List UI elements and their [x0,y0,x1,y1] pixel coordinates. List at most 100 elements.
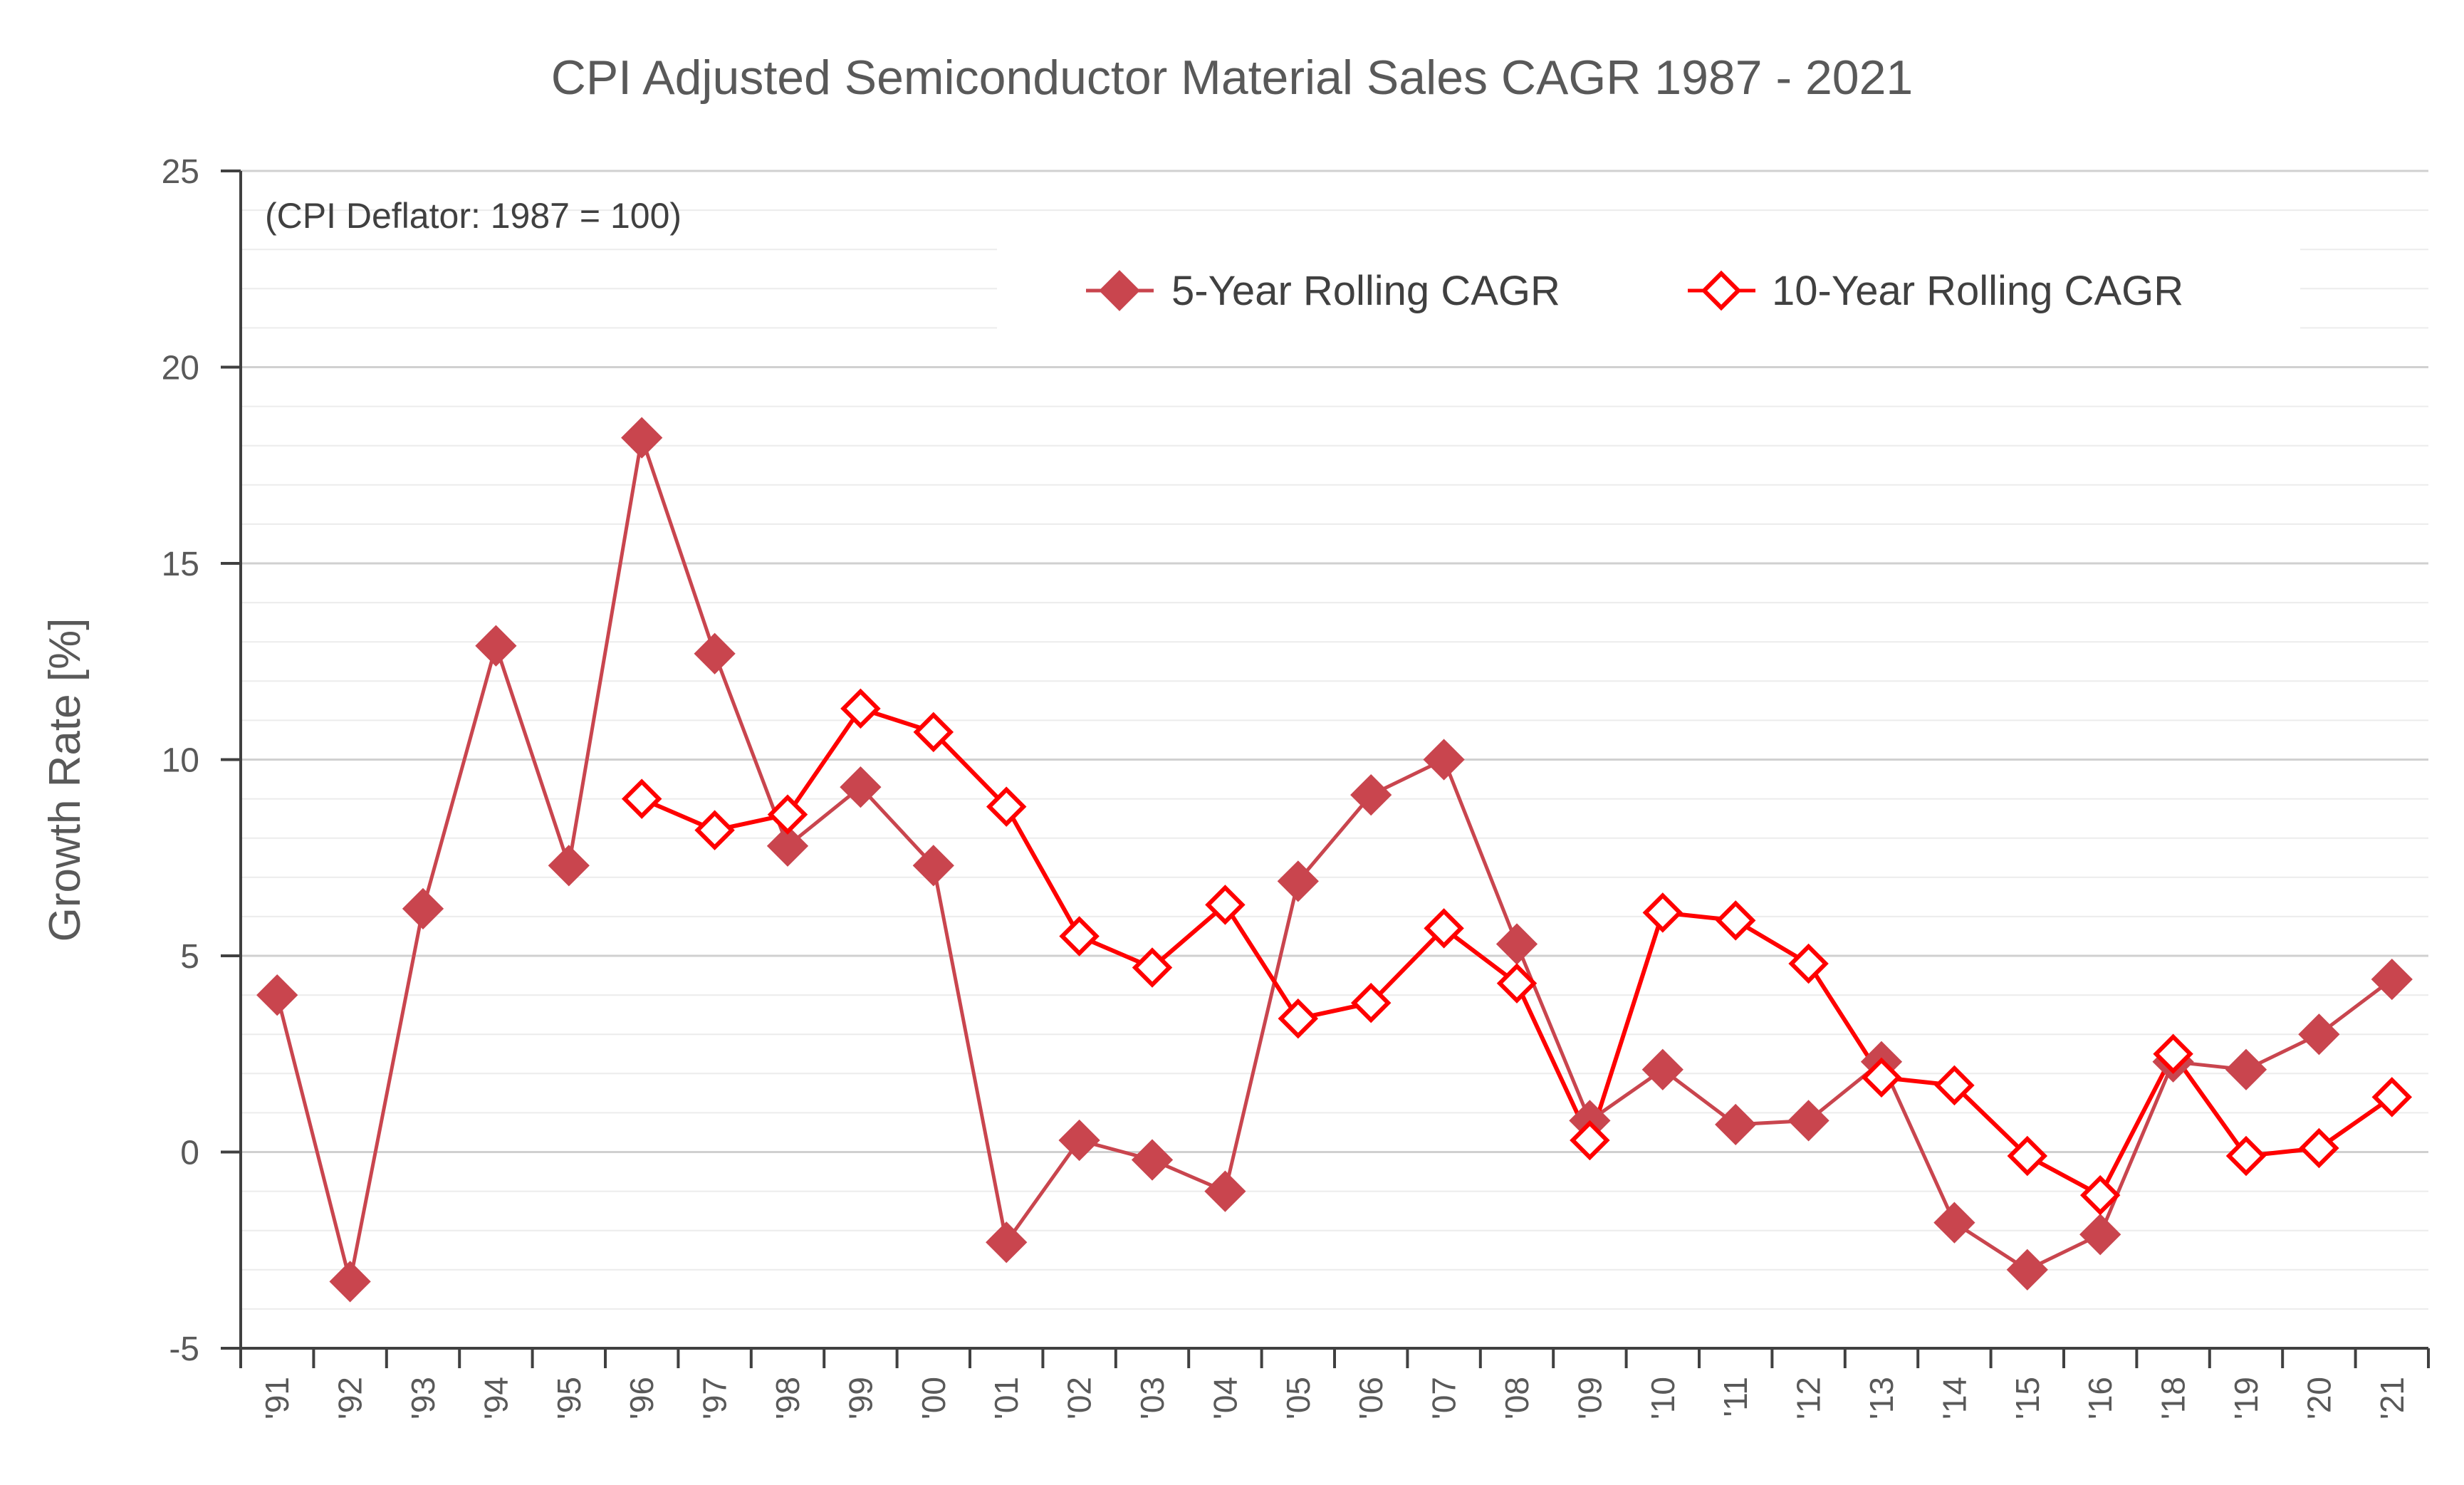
data-point-5yr [986,1221,1028,1263]
y-tick-label: 25 [162,153,199,191]
legend-marker-10yr [1701,270,1742,311]
grid [241,170,2428,1310]
legend-label-5yr: 5-Year Rolling CAGR [1171,268,1560,314]
data-point-10yr [1788,943,1829,984]
data-point-5yr [2079,1214,2121,1256]
data-point-5yr [1131,1139,1174,1181]
x-tick-label: '94 [477,1377,514,1419]
x-tick-label: '16 [2082,1377,2119,1419]
data-point-10yr [2299,1127,2339,1169]
x-tick-label: '09 [1571,1377,1608,1419]
data-point-10yr [2007,1135,2048,1177]
x-tick-label: '21 [2374,1377,2411,1419]
x-tick-label: '15 [2009,1377,2046,1419]
y-tick-label: 5 [180,938,199,976]
y-axis-ticks: -5 0 5 10 15 20 25 [162,153,241,1368]
data-point-5yr [766,825,809,867]
data-point-10yr [1642,892,1683,933]
cpi-deflator-note: (CPI Deflator: 1987 = 100) [265,196,682,236]
x-tick-label: '03 [1134,1377,1171,1419]
y-axis-label: Growth Rate [%] [41,618,90,942]
data-point-5yr [2298,1014,2340,1056]
x-tick-label: '96 [623,1377,660,1419]
data-point-5yr [329,1261,371,1303]
data-point-10yr [767,794,808,835]
x-tick-label: '93 [404,1377,442,1419]
data-point-10yr [621,778,662,819]
data-point-10yr [2225,1135,2267,1177]
x-tick-label: '10 [1644,1377,1681,1419]
x-tick-label: '92 [332,1377,369,1419]
y-tick-label: 0 [180,1135,199,1172]
x-tick-label: '08 [1498,1377,1535,1419]
data-point-5yr [1423,739,1465,781]
x-tick-label: '12 [1790,1377,1827,1419]
data-point-5yr [2225,1048,2267,1090]
legend-label-10yr: 10-Year Rolling CAGR [1772,268,2183,314]
data-point-5yr [1495,923,1538,965]
data-point-5yr [1715,1103,1757,1146]
data-point-5yr [1058,1119,1100,1162]
x-tick-label: '04 [1206,1377,1243,1419]
data-point-10yr [1205,885,1246,925]
data-point-10yr [986,786,1027,827]
x-tick-label: '05 [1280,1377,1317,1419]
data-point-5yr [2371,958,2413,1001]
data-point-5yr [475,625,517,667]
x-tick-label: '13 [1863,1377,1900,1419]
x-tick-label: '00 [915,1377,952,1419]
y-tick-label: -5 [169,1330,199,1368]
data-point-5yr [1277,860,1319,902]
data-point-5yr [1641,1048,1683,1090]
x-tick-label: '07 [1426,1377,1463,1419]
data-point-10yr [840,688,881,729]
x-tick-label: '14 [1936,1377,1973,1419]
x-tick-label: '99 [842,1377,879,1419]
x-tick-label: '02 [1061,1377,1098,1419]
data-point-10yr [1350,982,1392,1023]
data-point-5yr [402,887,444,930]
x-tick-label: '97 [696,1377,734,1419]
data-point-10yr [1132,947,1173,988]
data-point-10yr [1570,1120,1610,1161]
data-point-10yr [2371,1077,2413,1117]
data-point-10yr [2079,1174,2121,1216]
data-point-5yr [1350,773,1392,816]
data-point-5yr [621,417,663,459]
data-point-5yr [912,845,954,887]
y-tick-label: 15 [162,546,199,583]
y-tick-label: 10 [162,742,199,780]
data-point-10yr [694,810,735,850]
data-point-5yr [840,766,882,808]
x-tick-label: '06 [1352,1377,1389,1419]
data-point-5yr [548,845,590,887]
data-point-10yr [1059,916,1100,957]
x-tick-label: '98 [769,1377,806,1419]
x-tick-label: '20 [2300,1377,2337,1419]
x-axis-ticks: '91 '92 '93 '94 '95 '96 '97 '98 '99 '00 '01 '02 '03 '… [239,1348,2430,1419]
x-tick-label: '91 [259,1377,296,1419]
x-tick-label: '11 [1717,1377,1754,1417]
data-point-10yr [1861,1057,1902,1098]
x-tick-label: '18 [2155,1377,2192,1419]
data-point-10yr [1496,963,1538,1004]
x-tick-label: '01 [988,1377,1025,1419]
data-point-5yr [1787,1100,1829,1142]
y-tick-label: 20 [162,350,199,387]
x-tick-label: '19 [2228,1377,2265,1419]
data-point-10yr [1715,900,1756,941]
data-point-5yr [2006,1249,2048,1291]
x-tick-label: '95 [550,1377,588,1419]
data-point-5yr [256,974,298,1016]
data-point-10yr [1424,908,1464,949]
data-point-10yr [1934,1065,1975,1106]
chart-title: CPI Adjusted Semiconductor Material Sale… [551,51,1914,105]
legend-marker-5yr [1099,270,1140,311]
data-point-10yr [1278,998,1319,1039]
data-point-5yr [1933,1202,1975,1244]
data-point-10yr [913,712,954,753]
data-point-5yr [694,632,736,674]
data-point-5yr [1204,1170,1246,1212]
legend: 5-Year Rolling CAGR 10-Year Rolling CAGR [997,246,2300,331]
